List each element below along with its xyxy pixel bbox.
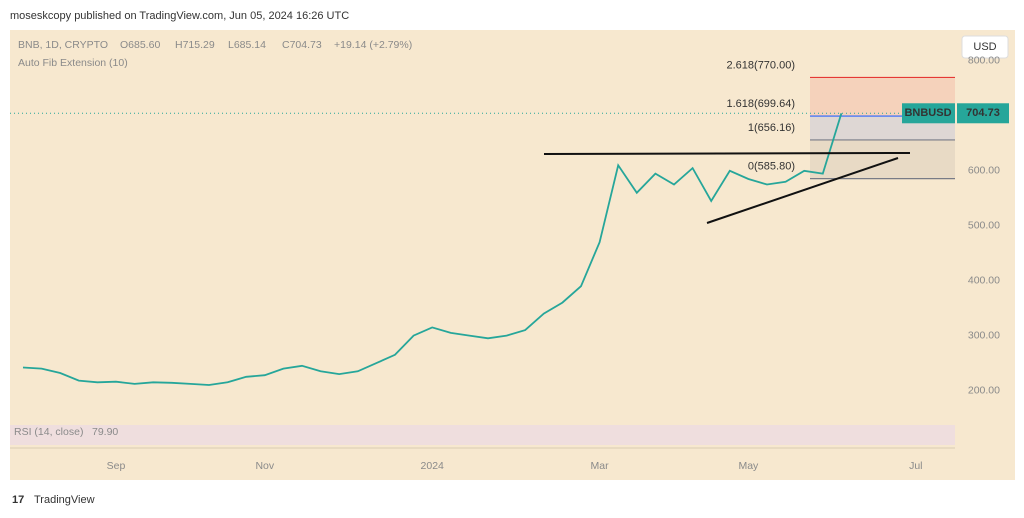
fib-label: 1.618(699.64) <box>727 98 796 110</box>
x-tick-label: 2024 <box>421 460 445 472</box>
support-line <box>706 157 899 224</box>
header: moseskcopy published on TradingView.com,… <box>10 10 349 22</box>
rsi-label: RSI (14, close) <box>14 426 83 438</box>
y-tick-label: 300.00 <box>968 329 1000 341</box>
change: +19.14 (+2.79%) <box>334 39 412 51</box>
x-tick-label: Sep <box>107 460 126 472</box>
symbol-tag <box>902 103 955 124</box>
fib-zone <box>810 139 955 179</box>
y-tick-label: 400.00 <box>968 274 1000 286</box>
resistance-line <box>543 152 911 155</box>
footer: TradingView <box>34 494 95 506</box>
y-tick-label: 500.00 <box>968 220 1000 232</box>
close: C704.73 <box>282 39 322 51</box>
x-tick-label: Jul <box>909 460 922 472</box>
currency[interactable]: USD <box>973 41 996 53</box>
x-tick-label: Mar <box>591 460 610 472</box>
low: L685.14 <box>228 39 266 51</box>
symbol: BNB, 1D, CRYPTO <box>18 39 108 51</box>
symbol-tag-label: BNBUSD <box>904 107 951 119</box>
fib-label: 2.618(770.00) <box>727 59 796 71</box>
high: H715.29 <box>175 39 215 51</box>
fib-label: 1(656.16) <box>748 122 795 134</box>
y-tick-label: 800.00 <box>968 55 1000 67</box>
indicator: Auto Fib Extension (10) <box>18 57 128 69</box>
price-tag-label: 704.73 <box>966 107 1000 119</box>
y-tick-label: 200.00 <box>968 384 1000 396</box>
x-tick-label: Nov <box>255 460 274 472</box>
y-tick-label: 600.00 <box>968 165 1000 177</box>
fib-label: 0(585.80) <box>748 161 795 173</box>
price-line <box>22 113 843 386</box>
rsi-band <box>10 425 955 445</box>
price-axis-bg <box>955 30 1015 480</box>
open: O685.60 <box>120 39 160 51</box>
x-tick-label: May <box>738 460 759 472</box>
chart-bg <box>10 30 955 480</box>
price-tag <box>957 103 1009 124</box>
currency-box[interactable] <box>961 35 1009 59</box>
footer-logo: 17 <box>12 494 24 506</box>
rsi-value: 79.90 <box>92 426 118 438</box>
